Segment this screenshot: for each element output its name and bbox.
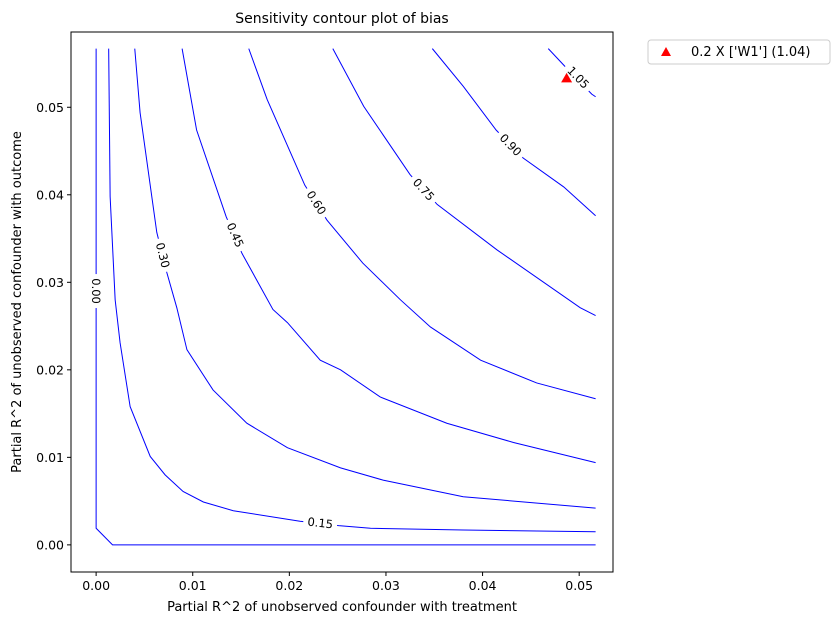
contour-label-gap <box>151 236 174 274</box>
plot-area <box>71 32 613 572</box>
legend-entry-label: 0.2 X ['W1'] (1.04) <box>691 45 810 60</box>
contour-label-text: 0.30 <box>153 241 173 269</box>
y-axis-ticks: 0.00 0.01 0.02 0.03 0.04 0.05 <box>36 100 71 552</box>
contour-label-gap <box>493 127 528 162</box>
contour-label-0.15: 0.15 <box>302 514 338 532</box>
contour-label-gap <box>301 184 332 221</box>
contour-label-text: 0.00 <box>89 278 103 304</box>
y-tick-label: 0.00 <box>36 537 64 552</box>
contour-label-gap <box>302 514 338 532</box>
x-tick-label: 0.03 <box>372 578 400 593</box>
legend: 0.2 X ['W1'] (1.04) <box>647 39 831 65</box>
y-tick-label: 0.05 <box>36 100 64 115</box>
contour-label-0.00: 0.00 <box>89 274 104 309</box>
x-tick-label: 0.00 <box>82 578 110 593</box>
x-tick-label: 0.02 <box>275 578 303 593</box>
y-tick-label: 0.03 <box>36 275 64 290</box>
chart-title: Sensitivity contour plot of bias <box>235 11 448 27</box>
plot-frame <box>70 31 614 573</box>
contour-label-0.30: 0.30 <box>151 236 174 274</box>
x-axis-ticks: 0.00 0.01 0.02 0.03 0.04 0.05 <box>82 572 593 593</box>
contour-label-gap <box>222 216 249 254</box>
contour-line-0.75 <box>332 48 596 317</box>
x-tick-label: 0.04 <box>469 578 497 593</box>
x-tick-label: 0.01 <box>179 578 207 593</box>
legend-triangle-icon <box>661 47 671 56</box>
legend-frame <box>647 39 831 65</box>
contour-line-0.30 <box>134 48 596 509</box>
contour-label-text: 0.15 <box>307 515 334 532</box>
contour-label-gap <box>89 274 104 309</box>
contour-label-gap <box>407 172 441 207</box>
y-tick-label: 0.01 <box>36 450 64 465</box>
contour-lines <box>95 48 596 546</box>
contour-labels: 0.000.150.300.450.60 0.750.901.05 <box>89 60 596 532</box>
marker-triangle-icon <box>561 72 573 83</box>
contour-line-0.15 <box>108 48 596 533</box>
y-axis-label: Partial R^2 of unobserved confounder wit… <box>10 131 25 473</box>
marker-layer <box>561 72 573 83</box>
x-axis-label: Partial R^2 of unobserved confounder wit… <box>167 600 517 615</box>
y-tick-label: 0.02 <box>36 362 64 377</box>
contour-label-gap <box>561 60 596 95</box>
contour-line-0.45 <box>181 48 596 464</box>
y-tick-label: 0.04 <box>36 187 64 202</box>
x-tick-label: 0.05 <box>565 578 593 593</box>
contour-line-0.60 <box>248 48 596 400</box>
